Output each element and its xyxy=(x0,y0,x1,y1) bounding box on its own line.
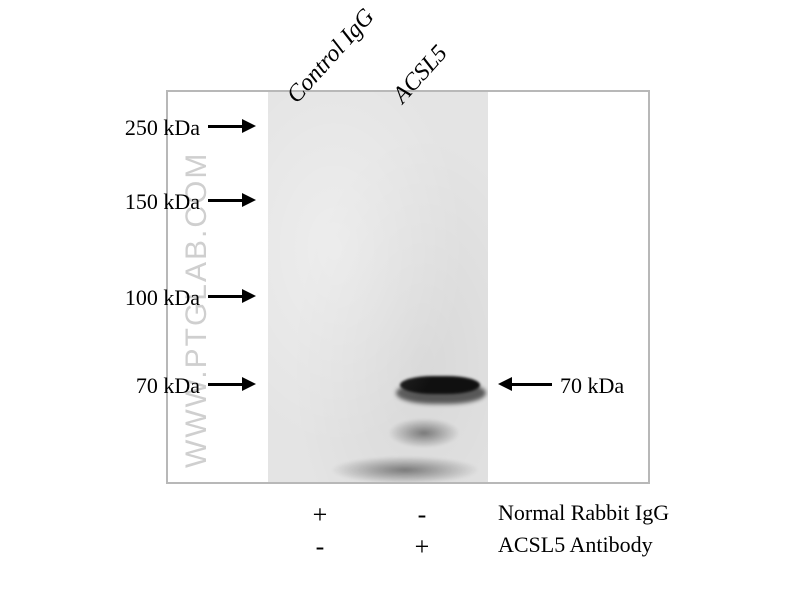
pm-cell: + xyxy=(412,532,432,562)
mw-arrow xyxy=(208,193,256,207)
blot-membrane xyxy=(268,92,488,482)
arrow-head-right-icon xyxy=(242,119,256,133)
mw-arrow xyxy=(208,377,256,391)
frame-bottom xyxy=(166,482,650,484)
pm-row-label: ACSL5 Antibody xyxy=(498,532,653,558)
arrow-head-right-icon xyxy=(242,377,256,391)
pm-cell: - xyxy=(310,532,330,562)
smudge-1 xyxy=(388,418,460,448)
mw-label: 100 kDa xyxy=(125,285,200,311)
arrow-shaft xyxy=(208,125,242,128)
mw-label: 150 kDa xyxy=(125,189,200,215)
result-label: 70 kDa xyxy=(560,373,624,399)
mw-arrow xyxy=(208,119,256,133)
arrow-shaft xyxy=(208,199,242,202)
arrow-shaft xyxy=(512,383,552,386)
pm-row-label: Normal Rabbit IgG xyxy=(498,500,669,526)
arrow-head-right-icon xyxy=(242,193,256,207)
pm-cell: + xyxy=(310,500,330,530)
result-arrow xyxy=(498,377,552,391)
figure-canvas: WWW.PTGLAB.COM 250 kDa150 kDa100 kDa70 k… xyxy=(0,0,800,600)
arrow-head-right-icon xyxy=(242,289,256,303)
mw-label: 70 kDa xyxy=(136,373,200,399)
frame-right xyxy=(648,90,650,482)
arrow-shaft xyxy=(208,383,242,386)
arrow-shaft xyxy=(208,295,242,298)
band-shadow xyxy=(396,382,486,404)
pm-cell: - xyxy=(412,500,432,530)
mw-arrow xyxy=(208,289,256,303)
band-70kda xyxy=(400,376,480,394)
arrow-head-left-icon xyxy=(498,377,512,391)
smudge-2 xyxy=(330,456,480,482)
mw-label: 250 kDa xyxy=(125,115,200,141)
